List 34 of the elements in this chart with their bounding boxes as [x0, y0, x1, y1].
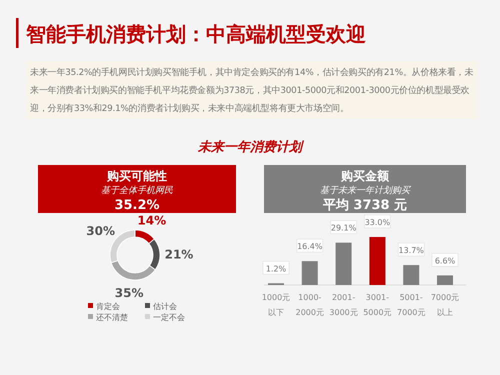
- legend-label: 还不清楚: [96, 313, 128, 322]
- data-label: 21%: [164, 248, 194, 262]
- data-label: 35%: [114, 286, 144, 300]
- x-tick-label: 7000元以上: [430, 293, 460, 317]
- text: 平均 3738 元: [322, 198, 408, 213]
- bar: [437, 275, 453, 285]
- bar: [302, 261, 318, 285]
- data-label: 30%: [86, 224, 116, 238]
- bar: [369, 237, 386, 285]
- text: 智能手机消费计划：中高端机型受欢迎: [25, 22, 366, 46]
- text: 35.2%: [114, 198, 160, 213]
- text: 未来一年35.2%的手机网民计划购买智能手机，其中肯定会购买的有14%，估计会购买的有21%。从价格来看，未来一年消费者计划购买的智能手机平均花费金额为3738元，其中3001-5000元和2001-3000元价位的机型最受欢迎，分别有33%和29.1%的消费者计划购买，未来中高端机型将有更大市场空间。: [26, 61, 478, 119]
- x-tick-label: 1000元以下: [262, 293, 290, 317]
- chart-title: 购买金额: [340, 169, 390, 183]
- chart-subtitle: 基于未来一年计划购买: [320, 185, 412, 196]
- data-label: 29.1%: [330, 224, 357, 233]
- data-label: 16.4%: [297, 242, 323, 252]
- data-label: 6.6%: [434, 256, 456, 266]
- data-label: 33.0%: [364, 218, 390, 227]
- x-tick-label: 5001-7000元: [397, 293, 426, 317]
- legend-label: 一定不会: [153, 313, 185, 322]
- bar: [336, 242, 352, 285]
- data-label: 1.2%: [266, 264, 287, 274]
- chart-title: 购买可能性: [106, 169, 167, 183]
- bar: [403, 265, 420, 285]
- data-label: 14%: [137, 213, 166, 228]
- x-tick-label: 2001-3000元: [329, 293, 358, 317]
- data-label: 13.7%: [398, 246, 424, 256]
- legend-label: 估计会: [153, 302, 177, 311]
- x-tick-label: 3001-5000元: [363, 293, 392, 317]
- chart-subtitle: 基于全体手机网民: [101, 185, 173, 196]
- x-tick-label: 1000-2000元: [296, 293, 324, 317]
- text: 未来一年消费计划: [197, 140, 305, 155]
- legend-label: 肯定会: [96, 302, 120, 311]
